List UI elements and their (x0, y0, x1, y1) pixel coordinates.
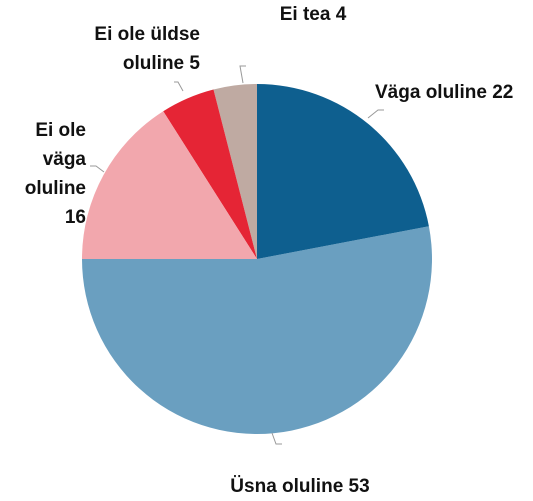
label-value: 53 (348, 476, 370, 497)
pie-slice (82, 226, 433, 435)
data-label: Ei ole väga oluline 16 (0, 116, 86, 232)
leader-line (90, 165, 105, 173)
data-label: Ei ole üldse oluline 5 (40, 20, 200, 78)
leader-line (239, 65, 246, 84)
data-label: Väga oluline 22 (375, 78, 533, 107)
leader-line (271, 432, 282, 445)
pie-slice (257, 84, 429, 259)
data-label: Üsna oluline 53 (180, 472, 420, 501)
label-name: Üsna oluline (230, 476, 344, 497)
label-name: Ei ole väga oluline (24, 120, 86, 199)
pie-slice (82, 111, 257, 259)
label-value: 16 (64, 207, 86, 228)
label-value: 5 (189, 53, 200, 74)
pie-slice (213, 84, 257, 259)
data-label: Ei tea 4 (268, 0, 358, 29)
label-name: Ei tea (279, 4, 331, 25)
label-value: 4 (335, 4, 347, 25)
leader-line (174, 81, 184, 92)
leader-lines (90, 65, 384, 445)
label-value: 22 (492, 82, 514, 103)
leader-line (367, 109, 384, 119)
label-name: Ei ole üldse oluline (94, 24, 200, 74)
pie-slice (163, 89, 257, 259)
label-name: Väga oluline (375, 82, 487, 103)
